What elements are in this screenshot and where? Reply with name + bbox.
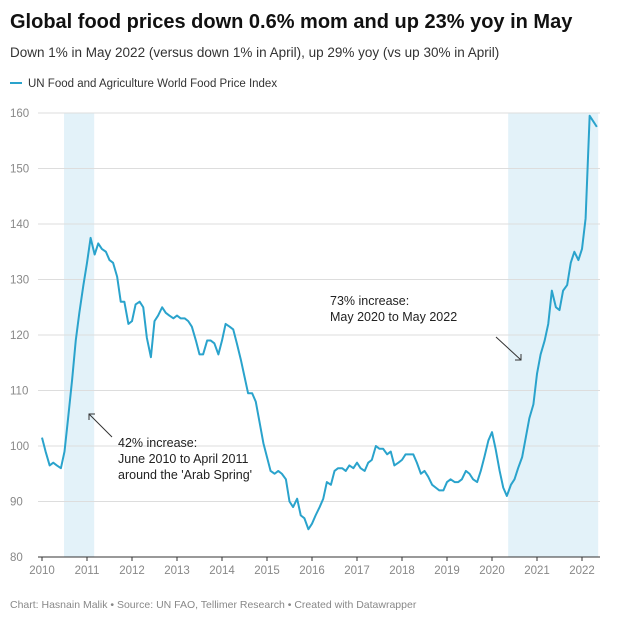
arrowhead — [88, 413, 95, 420]
x-tick-label: 2012 — [119, 565, 145, 577]
y-tick-label: 120 — [10, 330, 29, 342]
x-tick-label: 2019 — [434, 565, 460, 577]
y-tick-label: 140 — [10, 219, 29, 231]
x-tick-label: 2013 — [164, 565, 190, 577]
y-tick-label: 160 — [10, 108, 29, 120]
x-tick-label: 2021 — [524, 565, 550, 577]
y-tick-label: 80 — [10, 552, 23, 564]
arrowhead — [515, 354, 522, 361]
y-tick-label: 100 — [10, 441, 29, 453]
annotation-text: 73% increase: — [330, 294, 409, 308]
y-tick-label: 110 — [10, 386, 28, 398]
x-tick-label: 2020 — [479, 565, 505, 577]
annotation-text: June 2010 to April 2011 — [118, 452, 248, 466]
x-tick-label: 2014 — [209, 565, 235, 577]
x-tick-label: 2016 — [299, 565, 325, 577]
x-tick-label: 2022 — [569, 565, 595, 577]
x-tick-label: 2018 — [389, 565, 415, 577]
annotation-text: 42% increase: — [118, 436, 197, 450]
legend-label: UN Food and Agriculture World Food Price… — [28, 78, 277, 90]
annotation-text: around the 'Arab Spring' — [118, 468, 252, 482]
series-line — [41, 114, 598, 531]
annotation-arrow — [495, 336, 522, 361]
y-tick-label: 150 — [10, 164, 29, 176]
x-tick-label: 2015 — [254, 565, 280, 577]
annotation-arrow — [88, 413, 113, 438]
chart-title: Global food prices down 0.6% mom and up … — [10, 11, 573, 33]
annotation-text: May 2020 to May 2022 — [330, 310, 457, 324]
x-tick-label: 2011 — [75, 565, 100, 577]
y-tick-label: 90 — [10, 497, 23, 509]
x-tick-label: 2010 — [29, 565, 55, 577]
y-tick-label: 130 — [10, 275, 29, 287]
source-note: Chart: Hasnain Malik • Source: UN FAO, T… — [10, 599, 417, 611]
chart-subtitle: Down 1% in May 2022 (versus down 1% in A… — [10, 45, 499, 60]
x-tick-label: 2017 — [344, 565, 370, 577]
